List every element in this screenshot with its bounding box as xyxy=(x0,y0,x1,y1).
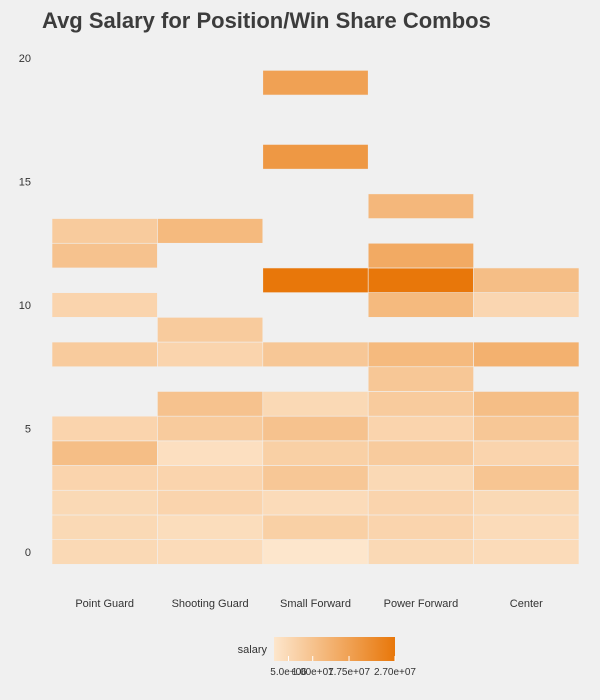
heatmap-cell xyxy=(262,415,369,442)
heatmap-cell xyxy=(262,391,369,417)
heatmap-cell xyxy=(157,465,264,491)
heatmap-cell xyxy=(473,489,580,516)
y-tick-label: 10 xyxy=(19,300,31,312)
heatmap-cell xyxy=(473,292,580,318)
heatmap-cell xyxy=(367,514,474,540)
y-tick-label: 15 xyxy=(19,177,31,189)
heatmap-cell xyxy=(473,341,580,368)
heatmap-cell xyxy=(367,341,474,368)
heatmap-cell xyxy=(473,465,580,491)
legend-tick-label: 1.75e+07 xyxy=(328,667,370,678)
heatmap-cell xyxy=(157,514,264,540)
legend-tick-label: 1.00e+07 xyxy=(292,667,334,678)
x-tick-label: Point Guard xyxy=(75,598,134,610)
legend-tick-label: 2.70e+07 xyxy=(374,667,416,678)
heatmap-cell xyxy=(157,218,264,244)
heatmap-cell xyxy=(157,489,264,516)
heatmap-cell xyxy=(367,242,474,269)
y-axis-ticks: 0 5 10 15 20 xyxy=(19,53,31,559)
heatmap-cell xyxy=(51,440,158,466)
legend-colorbar xyxy=(274,637,395,661)
heatmap-cell xyxy=(473,539,580,565)
heatmap-cell xyxy=(262,70,369,96)
heatmap-cell xyxy=(473,415,580,442)
heatmap-cell xyxy=(51,292,158,318)
heatmap-cell xyxy=(473,391,580,417)
heatmap-cell xyxy=(262,465,369,491)
heatmap-cell xyxy=(473,440,580,466)
heatmap-cell xyxy=(367,465,474,491)
y-tick-label: 20 xyxy=(19,53,31,65)
heatmap-cell xyxy=(157,415,264,442)
x-tick-label: Center xyxy=(510,598,543,610)
heatmap-cell xyxy=(262,144,369,170)
heatmap-cell xyxy=(367,193,474,219)
heatmap-cell xyxy=(262,539,369,565)
heatmap-cell xyxy=(51,489,158,516)
heatmap-cell xyxy=(157,539,264,565)
heatmap-cell xyxy=(51,242,158,269)
heatmap-cell xyxy=(367,440,474,466)
x-tick-label: Small Forward xyxy=(280,598,351,610)
heatmap-cell xyxy=(262,341,369,368)
heatmap-cell xyxy=(262,440,369,466)
heatmap-cell xyxy=(367,267,474,293)
heatmap-cell xyxy=(367,292,474,318)
heatmap-cell xyxy=(157,317,264,343)
legend-title: salary xyxy=(238,644,268,656)
legend-tick-label: 5.0e+06 xyxy=(270,667,307,678)
heatmap-cell xyxy=(157,391,264,417)
heatmap-cell xyxy=(51,218,158,244)
x-tick-label: Shooting Guard xyxy=(172,598,249,610)
x-tick-label: Power Forward xyxy=(384,598,459,610)
y-tick-label: 0 xyxy=(25,547,31,559)
heatmap-cell xyxy=(51,514,158,540)
heatmap-cell xyxy=(157,440,264,466)
heatmap-cell xyxy=(367,489,474,516)
x-axis-ticks: Point Guard Shooting Guard Small Forward Po… xyxy=(75,598,543,610)
heatmap-cell xyxy=(262,514,369,540)
heatmap-cell xyxy=(473,267,580,293)
heatmap-cell xyxy=(262,267,369,293)
heatmap-cell xyxy=(367,415,474,442)
heatmap-cell xyxy=(51,539,158,565)
heatmap-cell xyxy=(262,489,369,516)
heatmap-cell xyxy=(51,415,158,442)
y-tick-label: 5 xyxy=(25,424,31,436)
heatmap-cell xyxy=(51,341,158,368)
heatmap-cells xyxy=(51,70,580,565)
chart-title: Avg Salary for Position/Win Share Combos xyxy=(42,8,491,33)
heatmap-cell xyxy=(367,391,474,417)
heatmap-cell xyxy=(367,366,474,392)
heatmap-cell xyxy=(473,514,580,540)
heatmap-cell xyxy=(157,341,264,368)
heatmap-cell xyxy=(367,539,474,565)
color-legend: salary 5.0e+061.00e+071.75e+07 2.70e+07 xyxy=(238,637,416,678)
heatmap-cell xyxy=(51,465,158,491)
